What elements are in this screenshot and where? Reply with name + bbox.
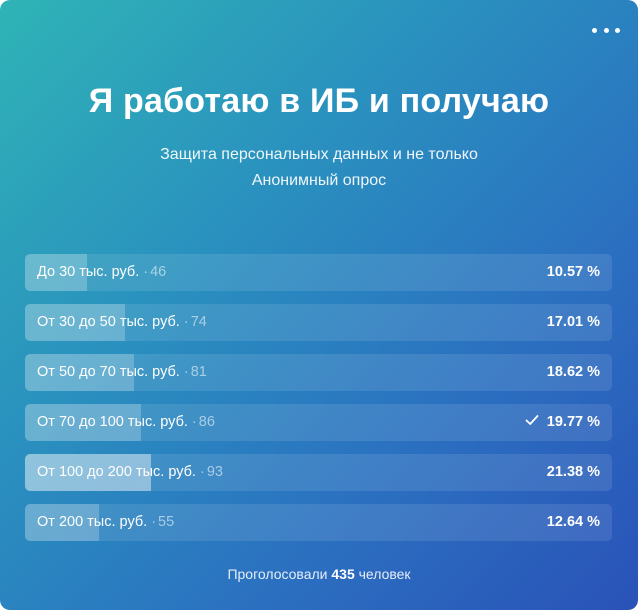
more-dot-icon	[603, 27, 609, 33]
poll-option-fill	[25, 454, 151, 491]
poll-option-text: От 30 до 50 тыс. руб.	[37, 314, 180, 330]
poll-option-text: От 70 до 100 тыс. руб.	[37, 414, 188, 430]
poll-option-percent-value: 18.62 %	[546, 364, 600, 380]
more-dot-icon	[592, 27, 597, 33]
poll-option[interactable]: От 70 до 100 тыс. руб. · 86 19.77 %	[25, 404, 612, 441]
poll-option-percent: 21.38 %	[547, 454, 600, 491]
poll-option-text: До 30 тыс. руб.	[37, 264, 140, 280]
poll-option-text: От 50 до 70 тыс. руб.	[37, 364, 180, 380]
poll-subtitle: Защита персональных данных и не только	[160, 146, 478, 163]
poll-option-count: 55	[158, 514, 175, 530]
poll-option[interactable]: От 50 до 70 тыс. руб. · 81 18.62 %	[25, 354, 612, 391]
checkmark-icon	[525, 415, 539, 425]
poll-option-count: 46	[150, 264, 167, 280]
poll-option[interactable]: До 30 тыс. руб. · 46 10.57 %	[25, 254, 612, 291]
poll-option-separator: ·	[151, 514, 157, 530]
poll-option-percent-value: 21.38 %	[546, 464, 600, 480]
poll-option-percent-value: 10.57 %	[546, 264, 600, 280]
poll-option-separator: ·	[143, 264, 149, 280]
total-votes: 435	[331, 566, 355, 582]
poll-option-fill	[25, 304, 125, 341]
poll-options: До 30 тыс. руб. · 46 10.57 % От 30 до 50 тыс…	[25, 254, 612, 554]
footer-prefix: Проголосовали	[227, 566, 328, 582]
poll-option-count: 86	[198, 414, 215, 430]
poll-type: Анонимный опрос	[251, 172, 387, 189]
poll-option-percent-value: 19.77 %	[546, 414, 600, 430]
poll-option[interactable]: От 30 до 50 тыс. руб. · 74 17.01 %	[25, 304, 612, 341]
poll-option-separator: ·	[199, 464, 205, 480]
poll-option-percent-value: 17.01 %	[546, 314, 600, 330]
poll-option-count: 93	[206, 464, 223, 480]
poll-option-separator: ·	[183, 364, 189, 380]
poll-option-count: 81	[190, 364, 207, 380]
poll-option-label: От 30 до 50 тыс. руб. · 74	[37, 304, 207, 341]
poll-option-label: От 50 до 70 тыс. руб. · 81	[37, 354, 207, 391]
poll-option-label: От 100 до 200 тыс. руб. · 93	[37, 454, 223, 491]
poll-option-text: От 100 до 200 тыс. руб.	[37, 464, 196, 480]
poll-option-fill	[25, 404, 142, 441]
poll-option-percent: 17.01 %	[547, 304, 600, 341]
poll-option-percent: 19.77 %	[525, 404, 600, 441]
poll-option-label: От 200 тыс. руб. · 55	[37, 504, 174, 541]
poll-option-label: От 70 до 100 тыс. руб. · 86	[37, 404, 215, 441]
poll-option-label: До 30 тыс. руб. · 46	[37, 254, 166, 291]
poll-option-fill	[25, 254, 88, 291]
poll-option-fill	[25, 504, 100, 541]
more-options-button[interactable]	[592, 20, 620, 40]
footer-suffix: человек	[358, 566, 411, 582]
poll-title: Я работаю в ИБ и получаю	[88, 82, 550, 120]
poll-option-fill	[25, 354, 135, 391]
poll-option-percent-value: 12.64 %	[546, 514, 600, 530]
poll-option-percent: 12.64 %	[547, 504, 600, 541]
poll-option-separator: ·	[183, 314, 189, 330]
poll-option-percent: 10.57 %	[547, 254, 600, 291]
poll-option-count: 74	[190, 314, 207, 330]
poll-option[interactable]: От 100 до 200 тыс. руб. · 93 21.38 %	[25, 454, 612, 491]
poll-option-text: От 200 тыс. руб.	[37, 514, 148, 530]
poll-option[interactable]: От 200 тыс. руб. · 55 12.64 %	[25, 504, 612, 541]
poll-option-percent: 18.62 %	[547, 354, 600, 391]
poll-footer: Проголосовали 435 человек	[0, 566, 638, 582]
more-dot-icon	[615, 27, 620, 33]
poll-option-separator: ·	[191, 414, 197, 430]
